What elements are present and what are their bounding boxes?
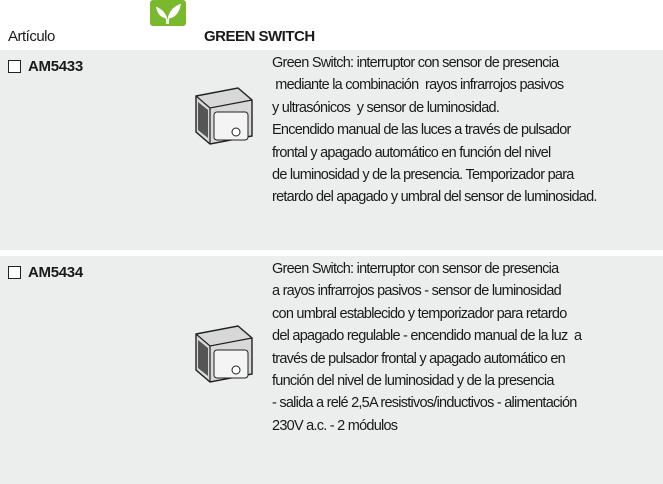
product-code: AM5434: [8, 264, 83, 281]
product-description: Green Switch: interruptor con sensor de …: [272, 258, 582, 437]
description-line: retardo del apagado y umbral del sensor …: [272, 189, 597, 206]
checkbox: [8, 266, 21, 279]
checkbox: [8, 60, 21, 73]
leaf-icon: [150, 0, 186, 26]
description-line: Encendido manual de las luces a través d…: [272, 122, 571, 139]
product-row: AM5433 Green Switch: interruptor con sens…: [0, 50, 663, 250]
description-line: con umbral establecido y temporizador pa…: [272, 305, 567, 322]
description-line: Green Switch: interruptor con sensor de …: [272, 261, 559, 277]
code-text: AM5433: [28, 58, 83, 75]
product-code: AM5433: [8, 58, 83, 75]
description-line: frontal y apagado automático en función …: [272, 144, 551, 161]
product-image: [188, 316, 258, 391]
description-line: través de pulsador frontal y apagado aut…: [272, 350, 566, 367]
description-line: de luminosidad y de la presencia. Tempor…: [272, 166, 574, 183]
description-line: y ultrasónicos y sensor de luminosidad.: [272, 99, 500, 116]
column-label: Artículo: [8, 28, 55, 45]
description-line: función del nivel de luminosidad y de la…: [272, 372, 554, 389]
product-row: AM5434 Green Switch: interruptor con sens…: [0, 256, 663, 484]
code-text: AM5434: [28, 264, 83, 281]
product-image: [188, 78, 258, 153]
description-line: del apagado regulable - encendido manual…: [272, 328, 582, 345]
product-description: Green Switch: interruptor con sensor de …: [272, 52, 597, 209]
description-line: - salida a relé 2,5A resistivos/inductiv…: [272, 395, 577, 412]
description-line: a rayos infrarrojos pasivos - sensor de …: [272, 283, 562, 300]
section-title: GREEN SWITCH: [204, 28, 315, 45]
description-line: Green Switch: interruptor con sensor de …: [272, 55, 559, 71]
description-line: 230V a.c. - 2 módulos: [272, 417, 398, 434]
description-line: mediante la combinación rayos infrarrojo…: [272, 77, 564, 94]
